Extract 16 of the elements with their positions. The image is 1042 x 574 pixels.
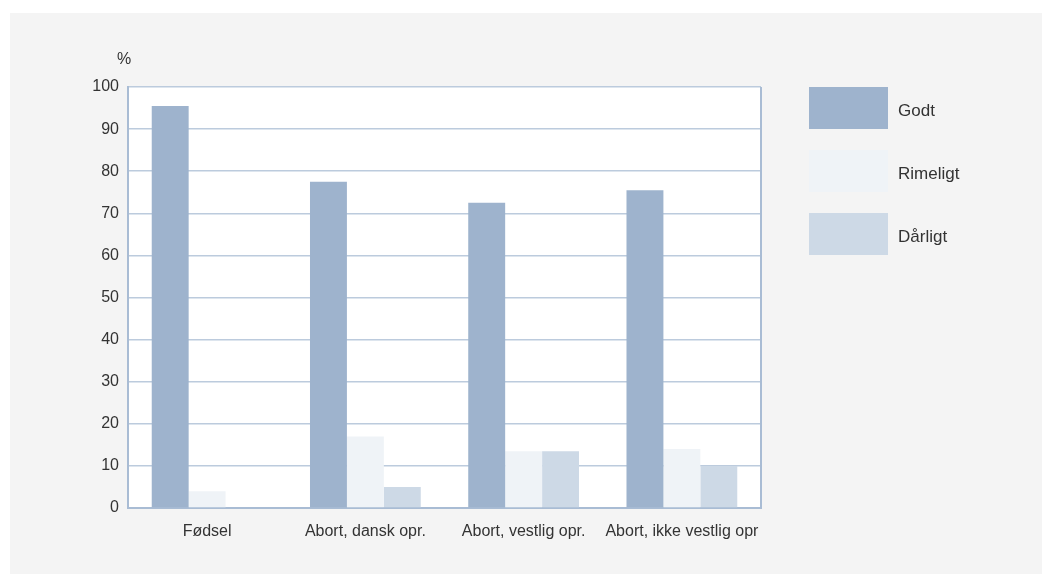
y-tick-label: 50 (101, 287, 120, 305)
y-tick-label: 40 (101, 330, 120, 348)
x-tick-label: Abort, dansk opr. (304, 522, 426, 540)
y-tick-label: 20 (101, 414, 120, 432)
y-axis-title: % (116, 50, 132, 68)
x-tick-label: Abort, vestlig opr. (461, 522, 586, 540)
y-tick-label: 80 (101, 161, 120, 179)
y-tick-label: 60 (101, 245, 120, 263)
x-tick-label: Fødsel (182, 522, 232, 540)
y-tick-label: 90 (101, 119, 120, 137)
y-tick-label: 10 (101, 456, 120, 474)
y-tick-label: 0 (110, 498, 120, 516)
y-tick-label: 100 (92, 77, 120, 95)
x-tick-label: Abort, ikke vestlig opr (605, 522, 760, 540)
y-tick-label: 30 (101, 372, 120, 390)
y-tick-label: 70 (101, 203, 120, 221)
